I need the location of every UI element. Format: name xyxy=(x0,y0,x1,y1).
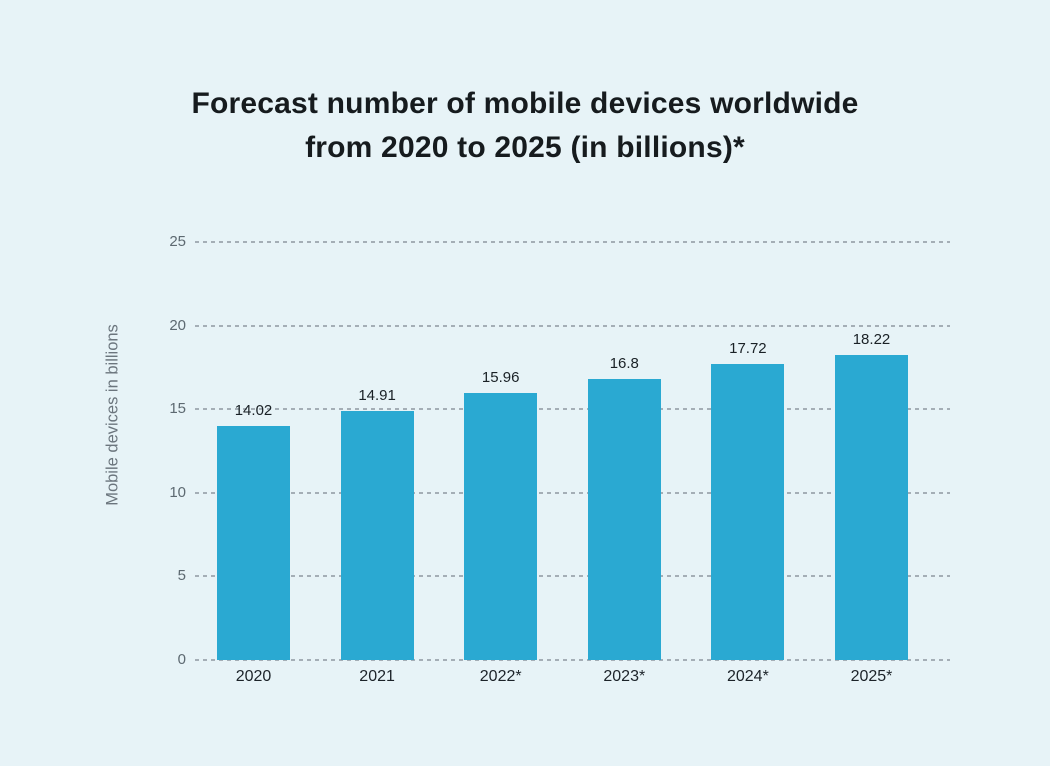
x-category-label-2023: 2023* xyxy=(603,668,646,685)
y-axis-title: Mobile devices in billions xyxy=(103,324,122,506)
gridline-0 xyxy=(195,659,950,661)
x-category-label-2021: 2021 xyxy=(359,668,395,685)
bar-value-label-2023: 16.8 xyxy=(609,355,639,373)
bar-value-label-2021: 14.91 xyxy=(358,386,396,404)
chart-title-line-2: from 2020 to 2025 (in billions)* xyxy=(305,131,745,164)
chart-title-line-1: Forecast number of mobile devices worldw… xyxy=(191,87,859,120)
gridline-10 xyxy=(195,491,950,494)
bar-2025 xyxy=(835,355,908,660)
gridline-15 xyxy=(195,408,950,411)
chart-title: Forecast number of mobile devices worldw… xyxy=(0,82,1050,170)
y-tick-label-20: 20 xyxy=(169,316,186,334)
bar-value-label-2022: 15.96 xyxy=(481,369,520,387)
y-tick-label-5: 5 xyxy=(177,567,186,585)
x-category-label-2022: 2022* xyxy=(479,668,522,685)
y-tick-label-10: 10 xyxy=(169,483,186,501)
bar-value-label-2025: 18.22 xyxy=(852,331,891,349)
y-tick-label-15: 15 xyxy=(169,400,186,418)
x-category-label-2025: 2025* xyxy=(850,668,893,685)
bar-2024 xyxy=(711,363,785,660)
bar-2020 xyxy=(217,425,290,660)
x-category-label-2024: 2024* xyxy=(726,668,769,685)
bar-value-label-2020: 14.02 xyxy=(234,401,273,419)
y-tick-label-0: 0 xyxy=(177,651,186,668)
y-tick-label-25: 25 xyxy=(169,233,186,250)
bar-value-label-2024: 17.72 xyxy=(729,339,767,357)
gridline-25 xyxy=(195,241,950,243)
gridline-5 xyxy=(195,575,950,578)
bar-2021 xyxy=(340,410,414,660)
gridline-20 xyxy=(195,324,950,327)
bar-2023 xyxy=(587,379,661,660)
x-category-label-2020: 2020 xyxy=(235,668,272,685)
bar-2022 xyxy=(464,393,538,660)
